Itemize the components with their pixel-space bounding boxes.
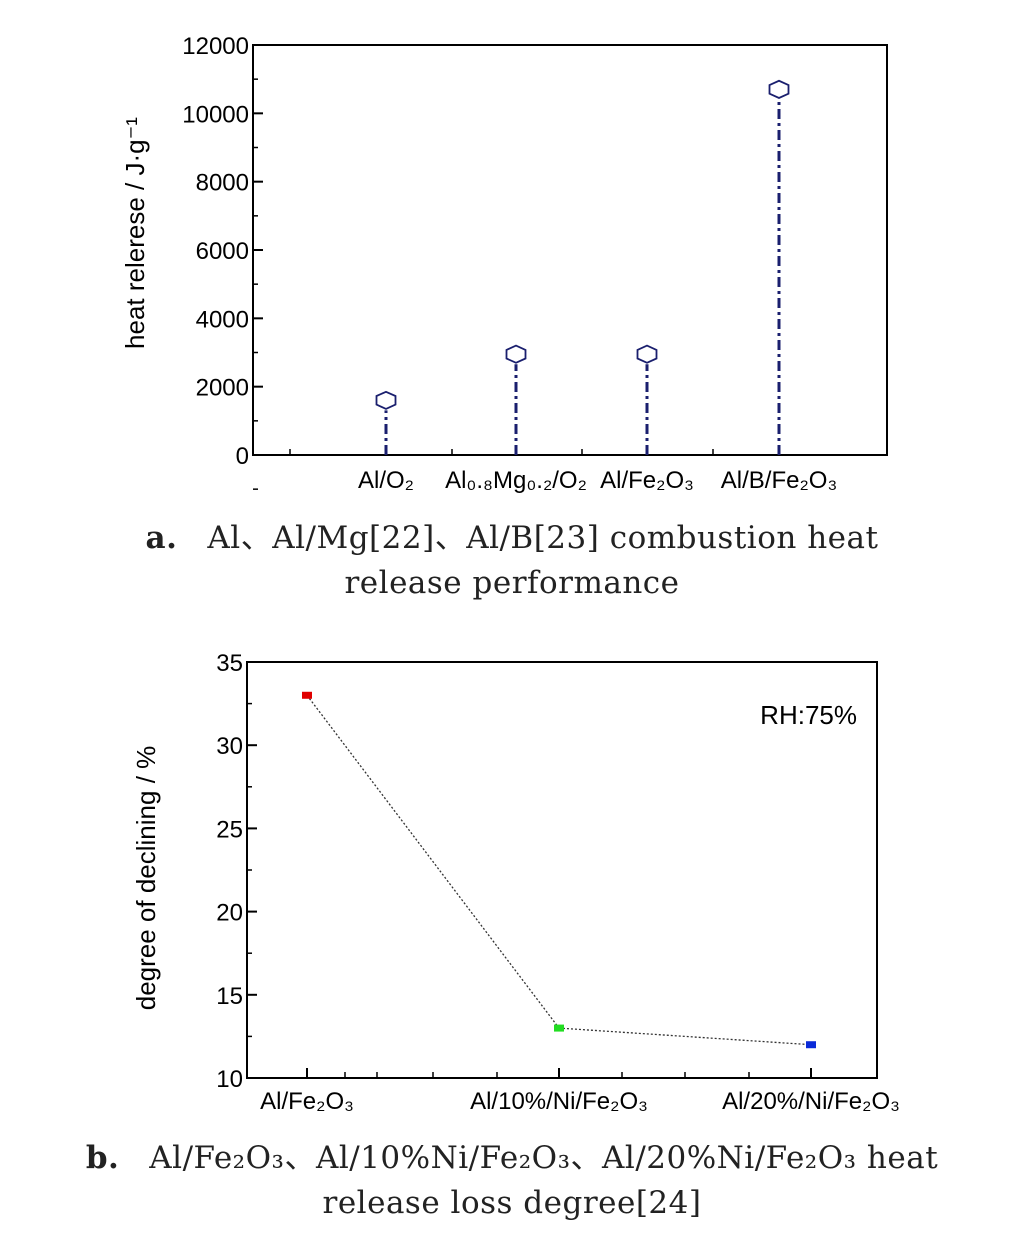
data-marks xyxy=(302,691,816,1049)
plot-frame xyxy=(252,44,888,456)
x-tick-label: Al/10%/Ni/Fe₂O₃ xyxy=(470,1088,648,1115)
data-point-hexagon xyxy=(505,344,527,364)
series-line-segment xyxy=(558,1027,812,1046)
x-tick-label: Al/20%/Ni/Fe₂O₃ xyxy=(722,1088,900,1115)
series-line-segment xyxy=(306,694,560,1029)
rh-annotation: RH:75% xyxy=(760,700,857,730)
caption-text: Al、Al/Mg[22]、Al/B[23] combustion heat xyxy=(207,520,879,556)
data-point-hexagon xyxy=(768,79,790,99)
y-tick-label: 10000 xyxy=(182,101,249,128)
y-tick-label: 4000 xyxy=(196,306,249,333)
caption-a: a. Al、Al/Mg[22]、Al/B[23] combustion heat … xyxy=(0,512,1024,601)
y-axis-ticks: 10 15 20 25 30 35 xyxy=(216,650,257,1093)
x-tick-label: Al/B/Fe₂O₃ xyxy=(721,467,837,494)
data-point xyxy=(302,691,312,699)
plot-frame xyxy=(246,661,878,1079)
caption-text: Al/Fe₂O₃、Al/10%Ni/Fe₂O₃、Al/20%Ni/Fe₂O₃ h… xyxy=(149,1140,939,1176)
data-point-hexagon xyxy=(636,344,658,364)
y-tick-label: 25 xyxy=(216,816,243,843)
x-axis-ticks: Al/O₂ Al₀.₈Mg₀.₂/O₂ Al/Fe₂O₃ Al/B/Fe₂O₃ xyxy=(289,445,837,494)
caption-b: b. Al/Fe₂O₃、Al/10%Ni/Fe₂O₃、Al/20%Ni/Fe₂O₃… xyxy=(0,1132,1024,1221)
data-point xyxy=(554,1024,564,1032)
y-tick-label: 8000 xyxy=(196,170,249,197)
caption-tag: b. xyxy=(85,1140,120,1176)
y-tick-label: 30 xyxy=(216,733,243,760)
data-point-hexagon xyxy=(375,390,397,410)
y-tick-label: 15 xyxy=(216,983,243,1010)
y-tick-label: 12000 xyxy=(182,33,249,60)
y-tick-label: 20 xyxy=(216,900,243,927)
y-tick-label: 35 xyxy=(216,650,243,677)
x-tick-label: Al/Fe₂O₃ xyxy=(260,1088,354,1115)
data-marks xyxy=(375,79,790,455)
y-tick-label: 0 xyxy=(236,443,249,470)
caption-text-line2: release performance xyxy=(344,565,680,601)
x-tick-label: Al/O₂ xyxy=(358,467,414,494)
heat-release-chart: 0 2000 4000 6000 8000 10000 12000 Al/O₂ Al₀.₈Mg… xyxy=(120,33,888,494)
x-axis-ticks: Al/Fe₂O₃ Al/10%/Ni/Fe₂O₃ Al/20%/Ni/Fe₂O₃ xyxy=(260,1068,900,1115)
y-axis-ticks: 0 2000 4000 6000 8000 10000 12000 xyxy=(182,33,263,490)
caption-tag: a. xyxy=(145,520,178,556)
y-axis-title: degree of declining / % xyxy=(131,746,161,1011)
y-tick-label: 2000 xyxy=(196,375,249,402)
y-tick-label: 10 xyxy=(216,1066,243,1093)
x-tick-label: Al₀.₈Mg₀.₂/O₂ xyxy=(445,467,587,494)
caption-text-line2: release loss degree[24] xyxy=(322,1185,702,1221)
y-axis-title: heat relerese / J·g⁻¹ xyxy=(120,117,150,349)
data-point xyxy=(806,1041,816,1049)
y-tick-label: 6000 xyxy=(196,238,249,265)
x-tick-label: Al/Fe₂O₃ xyxy=(600,467,694,494)
